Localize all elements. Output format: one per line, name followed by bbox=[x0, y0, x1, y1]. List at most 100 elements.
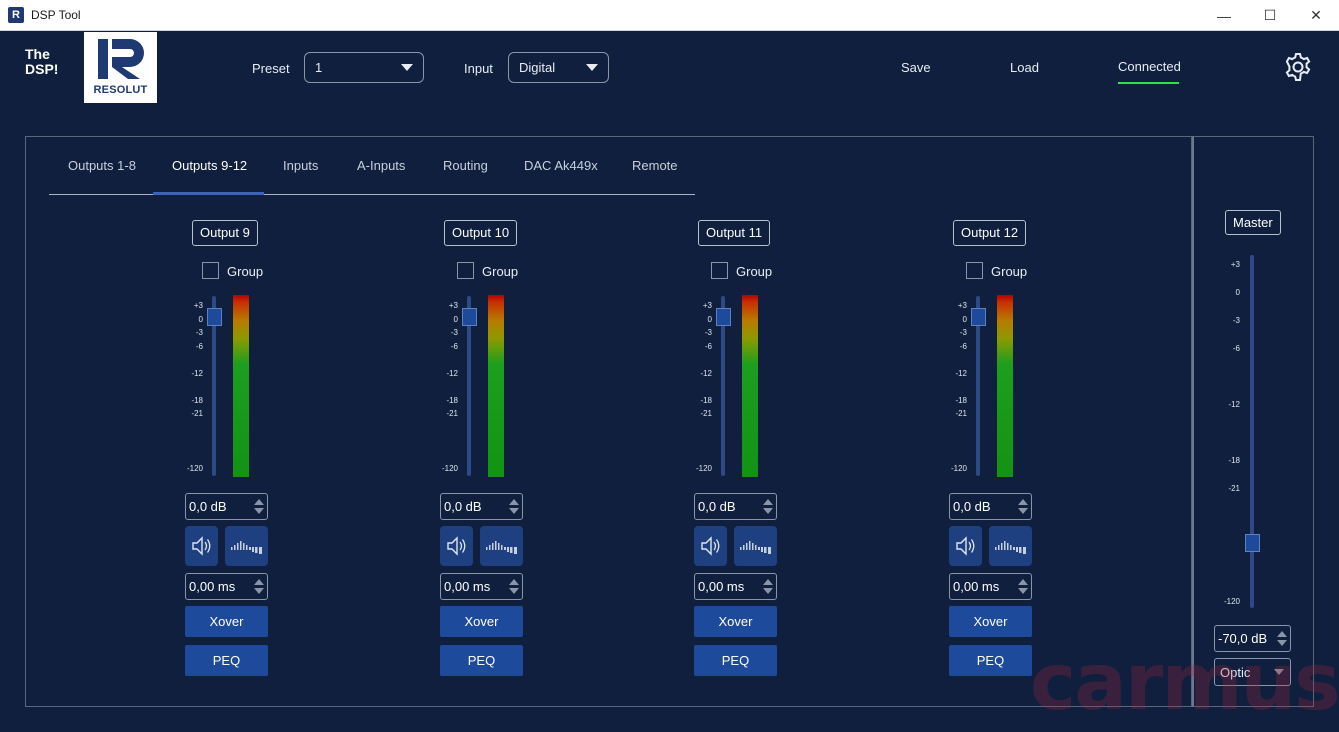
delay-input[interactable]: 0,00 ms bbox=[185, 573, 268, 600]
master-scale-tick-label: -6 bbox=[1232, 344, 1240, 353]
output-name-button[interactable]: Output 9 bbox=[192, 220, 258, 246]
tab-a-inputs[interactable]: A-Inputs bbox=[357, 158, 406, 173]
gain-fader-thumb[interactable] bbox=[207, 308, 222, 326]
peq-button[interactable]: PEQ bbox=[694, 645, 777, 676]
app-icon: R bbox=[8, 7, 24, 23]
master-gain-value: -70,0 dB bbox=[1218, 631, 1268, 646]
maximize-button[interactable]: ☐ bbox=[1263, 7, 1277, 23]
output-name-button[interactable]: Output 10 bbox=[444, 220, 518, 246]
load-button[interactable]: Load bbox=[1010, 60, 1039, 75]
preset-select[interactable]: 1 bbox=[304, 52, 424, 83]
spin-down-icon[interactable] bbox=[763, 508, 773, 514]
master-scale-tick-label: -12 bbox=[1228, 400, 1240, 409]
master-scale-tick-label: -3 bbox=[1232, 316, 1240, 325]
spin-up-icon[interactable] bbox=[1018, 499, 1028, 505]
mute-button[interactable] bbox=[949, 526, 982, 566]
scale-tick-label: -6 bbox=[704, 342, 712, 351]
spin-down-icon[interactable] bbox=[509, 508, 519, 514]
eq-bars-icon bbox=[739, 541, 771, 554]
group-checkbox[interactable] bbox=[711, 262, 728, 279]
gain-fader-track[interactable] bbox=[976, 296, 980, 476]
gain-input[interactable]: 0,0 dB bbox=[440, 493, 523, 520]
master-fader-track[interactable] bbox=[1250, 255, 1254, 608]
spin-down-icon[interactable] bbox=[509, 588, 519, 594]
gain-fader-track[interactable] bbox=[721, 296, 725, 476]
polarity-button[interactable] bbox=[480, 526, 523, 566]
gain-input[interactable]: 0,0 dB bbox=[185, 493, 268, 520]
resolut-logo: RESOLUT bbox=[84, 32, 157, 103]
close-button[interactable]: ✕ bbox=[1310, 7, 1322, 23]
gain-fader-thumb[interactable] bbox=[716, 308, 731, 326]
spin-up-icon[interactable] bbox=[1277, 631, 1287, 637]
tab-dac-ak449x[interactable]: DAC Ak449x bbox=[524, 158, 598, 173]
master-fader-thumb[interactable] bbox=[1245, 534, 1260, 552]
delay-input[interactable]: 0,00 ms bbox=[949, 573, 1032, 600]
input-select[interactable]: Digital bbox=[508, 52, 609, 83]
group-checkbox[interactable] bbox=[202, 262, 219, 279]
output-name-button[interactable]: Output 11 bbox=[698, 220, 771, 246]
spin-up-icon[interactable] bbox=[509, 579, 519, 585]
master-gain-input[interactable]: -70,0 dB bbox=[1214, 625, 1291, 652]
group-checkbox[interactable] bbox=[966, 262, 983, 279]
tab-remote[interactable]: Remote bbox=[632, 158, 678, 173]
gain-fader-track[interactable] bbox=[467, 296, 471, 476]
delay-input[interactable]: 0,00 ms bbox=[694, 573, 777, 600]
scale-tick-label: -18 bbox=[955, 396, 967, 405]
polarity-button[interactable] bbox=[734, 526, 777, 566]
group-label: Group bbox=[991, 264, 1028, 279]
polarity-button[interactable] bbox=[225, 526, 268, 566]
gain-fader-thumb[interactable] bbox=[462, 308, 477, 326]
peq-button[interactable]: PEQ bbox=[440, 645, 523, 676]
tabs-divider bbox=[49, 194, 695, 195]
group-label: Group bbox=[227, 264, 264, 279]
gain-fader-track[interactable] bbox=[212, 296, 216, 476]
xover-button[interactable]: Xover bbox=[694, 606, 777, 637]
brand-line-1: The bbox=[25, 46, 50, 62]
master-scale-tick-label: +3 bbox=[1230, 260, 1240, 269]
tab-inputs[interactable]: Inputs bbox=[283, 158, 319, 173]
gain-value: 0,0 dB bbox=[698, 499, 736, 514]
scale-tick-label: -6 bbox=[959, 342, 967, 351]
spin-down-icon[interactable] bbox=[254, 588, 264, 594]
spin-up-icon[interactable] bbox=[763, 499, 773, 505]
peq-button[interactable]: PEQ bbox=[949, 645, 1032, 676]
tab-outputs-9-12[interactable]: Outputs 9-12 bbox=[172, 158, 248, 173]
master-panel bbox=[1192, 136, 1314, 707]
spin-up-icon[interactable] bbox=[763, 579, 773, 585]
spin-down-icon[interactable] bbox=[763, 588, 773, 594]
minimize-button[interactable]: — bbox=[1217, 7, 1231, 24]
spin-up-icon[interactable] bbox=[254, 499, 264, 505]
peq-button[interactable]: PEQ bbox=[185, 645, 268, 676]
master-scale-tick-label: -120 bbox=[1223, 597, 1240, 606]
output-name-button[interactable]: Output 12 bbox=[953, 220, 1027, 246]
xover-button[interactable]: Xover bbox=[949, 606, 1032, 637]
mute-button[interactable] bbox=[185, 526, 218, 566]
xover-button[interactable]: Xover bbox=[440, 606, 523, 637]
spin-up-icon[interactable] bbox=[509, 499, 519, 505]
delay-value: 0,00 ms bbox=[698, 579, 745, 594]
connected-status[interactable]: Connected bbox=[1118, 59, 1181, 74]
gain-input[interactable]: 0,0 dB bbox=[694, 493, 777, 520]
mute-button[interactable] bbox=[694, 526, 727, 566]
gain-input[interactable]: 0,0 dB bbox=[949, 493, 1032, 520]
group-checkbox[interactable] bbox=[457, 262, 474, 279]
gear-icon[interactable] bbox=[1283, 52, 1313, 82]
spin-down-icon[interactable] bbox=[254, 508, 264, 514]
scale-tick-label: -120 bbox=[695, 464, 712, 473]
spin-down-icon[interactable] bbox=[1277, 640, 1287, 646]
scale-tick-label: -18 bbox=[191, 396, 203, 405]
spin-up-icon[interactable] bbox=[254, 579, 264, 585]
spin-down-icon[interactable] bbox=[1018, 588, 1028, 594]
level-meter bbox=[488, 295, 504, 477]
mute-button[interactable] bbox=[440, 526, 473, 566]
spin-up-icon[interactable] bbox=[1018, 579, 1028, 585]
gain-fader-thumb[interactable] bbox=[971, 308, 986, 326]
tab-outputs-1-8[interactable]: Outputs 1-8 bbox=[68, 158, 136, 173]
spin-down-icon[interactable] bbox=[1018, 508, 1028, 514]
xover-button[interactable]: Xover bbox=[185, 606, 268, 637]
master-source-select[interactable]: Optic bbox=[1214, 658, 1291, 686]
save-button[interactable]: Save bbox=[901, 60, 931, 75]
polarity-button[interactable] bbox=[989, 526, 1032, 566]
delay-input[interactable]: 0,00 ms bbox=[440, 573, 523, 600]
tab-routing[interactable]: Routing bbox=[443, 158, 488, 173]
